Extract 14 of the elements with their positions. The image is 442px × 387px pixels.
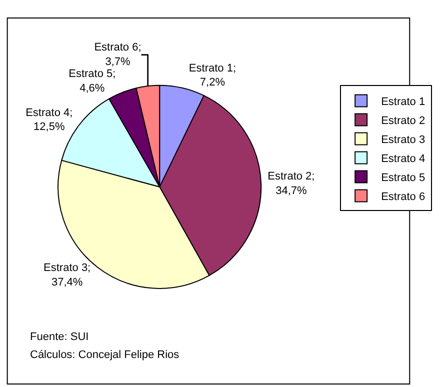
- legend-label: Estrato 1: [381, 96, 426, 108]
- data-label: Estrato 6; 3,7%: [94, 42, 142, 68]
- legend-label: Estrato 4: [381, 152, 426, 165]
- data-label: Estrato 3; 37,4%: [44, 262, 91, 288]
- data-label: Estrato 1; 7,2%: [188, 62, 236, 89]
- legend-label: Estrato 6: [381, 190, 426, 203]
- legend-label: Estrato 3: [381, 134, 426, 146]
- legend-label: Estrato 5: [381, 172, 426, 184]
- source-note: Fuente: SUI: [30, 331, 89, 343]
- data-label: Estrato 5; 4,6%: [68, 68, 116, 94]
- text: Cálculos: Concejal Felipe Rios: [30, 349, 180, 361]
- data-label: Estrato 4; 12,5%: [26, 106, 73, 134]
- data-label: Estrato 2; 34,7%: [268, 170, 315, 198]
- legend-label: Estrato 2: [381, 114, 426, 127]
